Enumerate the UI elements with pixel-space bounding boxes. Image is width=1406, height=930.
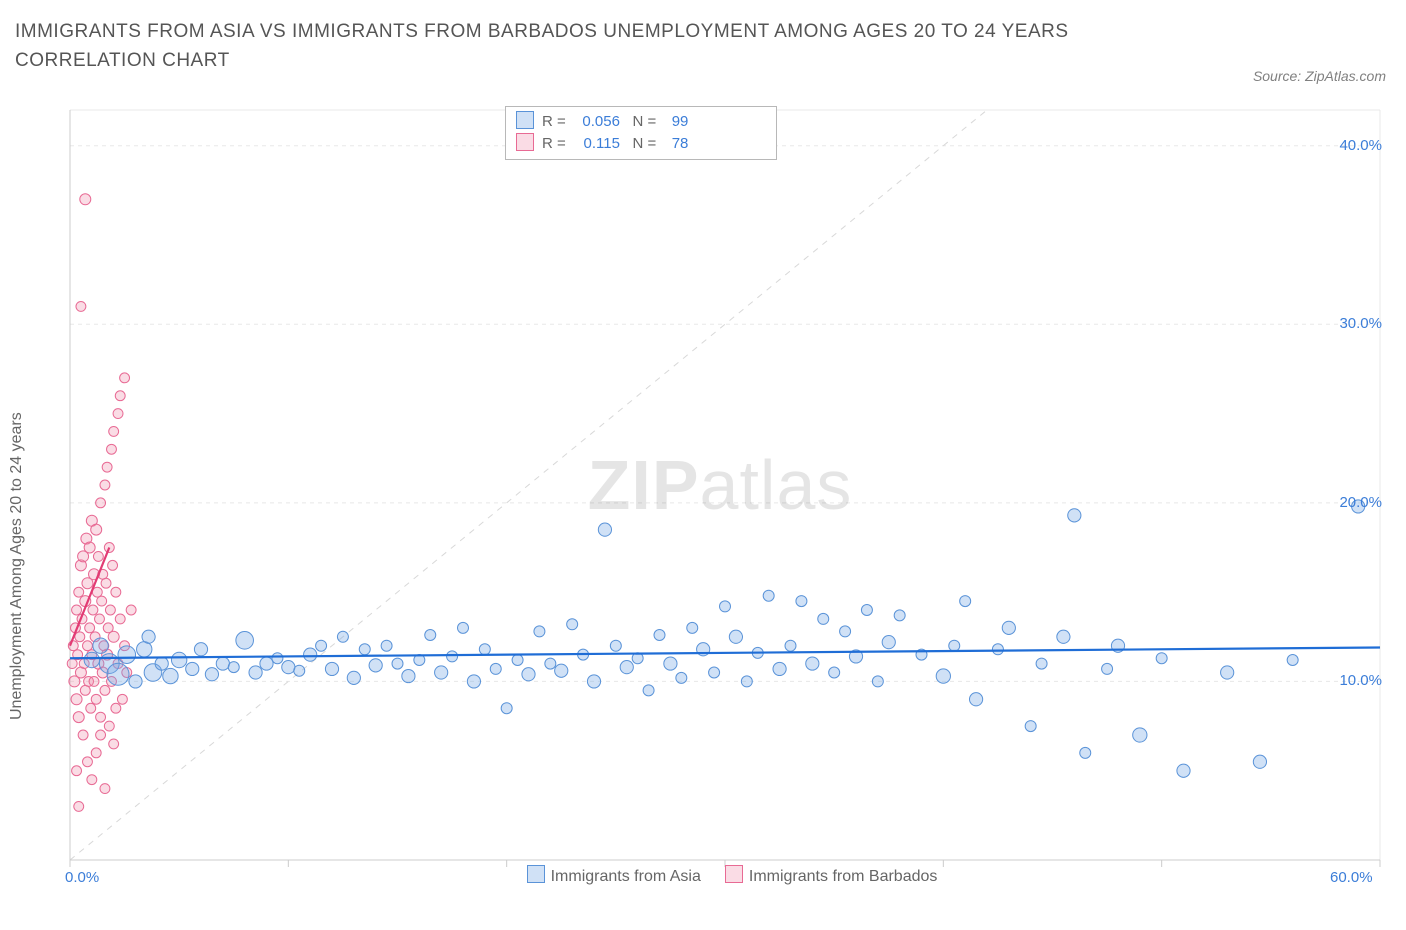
y-tick-label: 10.0% xyxy=(1339,672,1382,689)
n-label: N = xyxy=(632,135,660,152)
series-legend-label: Immigrants from Asia xyxy=(551,868,701,885)
y-axis-label: Unemployment Among Ages 20 to 24 years xyxy=(8,412,26,720)
r-value: 0.115 xyxy=(570,133,620,155)
plot-area: ZIPatlas R = 0.056 N = 99R = 0.115 N = 7… xyxy=(50,100,1390,870)
series-legend-label: Immigrants from Barbados xyxy=(749,868,938,885)
legend-swatch xyxy=(527,865,545,883)
legend-swatch xyxy=(725,865,743,883)
y-tick-label: 20.0% xyxy=(1339,494,1382,511)
legend-swatch xyxy=(516,111,534,129)
y-tick-label: 40.0% xyxy=(1339,137,1382,154)
r-value: 0.056 xyxy=(570,111,620,133)
y-tick-label: 30.0% xyxy=(1339,315,1382,332)
n-value: 78 xyxy=(660,133,688,155)
r-label: R = xyxy=(542,113,570,130)
chart-svg xyxy=(50,100,1390,870)
series-legend-item: Immigrants from Asia xyxy=(503,868,701,885)
stats-legend-box: R = 0.056 N = 99R = 0.115 N = 78 xyxy=(505,106,777,160)
stats-legend-row: R = 0.115 N = 78 xyxy=(516,133,766,155)
n-value: 99 xyxy=(660,111,688,133)
series-legend: Immigrants from Asia Immigrants from Barb… xyxy=(50,865,1390,886)
chart-title: IMMIGRANTS FROM ASIA VS IMMIGRANTS FROM … xyxy=(15,18,1115,75)
stats-legend-row: R = 0.056 N = 99 xyxy=(516,111,766,133)
legend-swatch xyxy=(516,133,534,151)
n-label: N = xyxy=(632,113,660,130)
r-label: R = xyxy=(542,135,570,152)
source-attribution: Source: ZipAtlas.com xyxy=(1253,68,1386,84)
series-legend-item: Immigrants from Barbados xyxy=(701,868,938,885)
